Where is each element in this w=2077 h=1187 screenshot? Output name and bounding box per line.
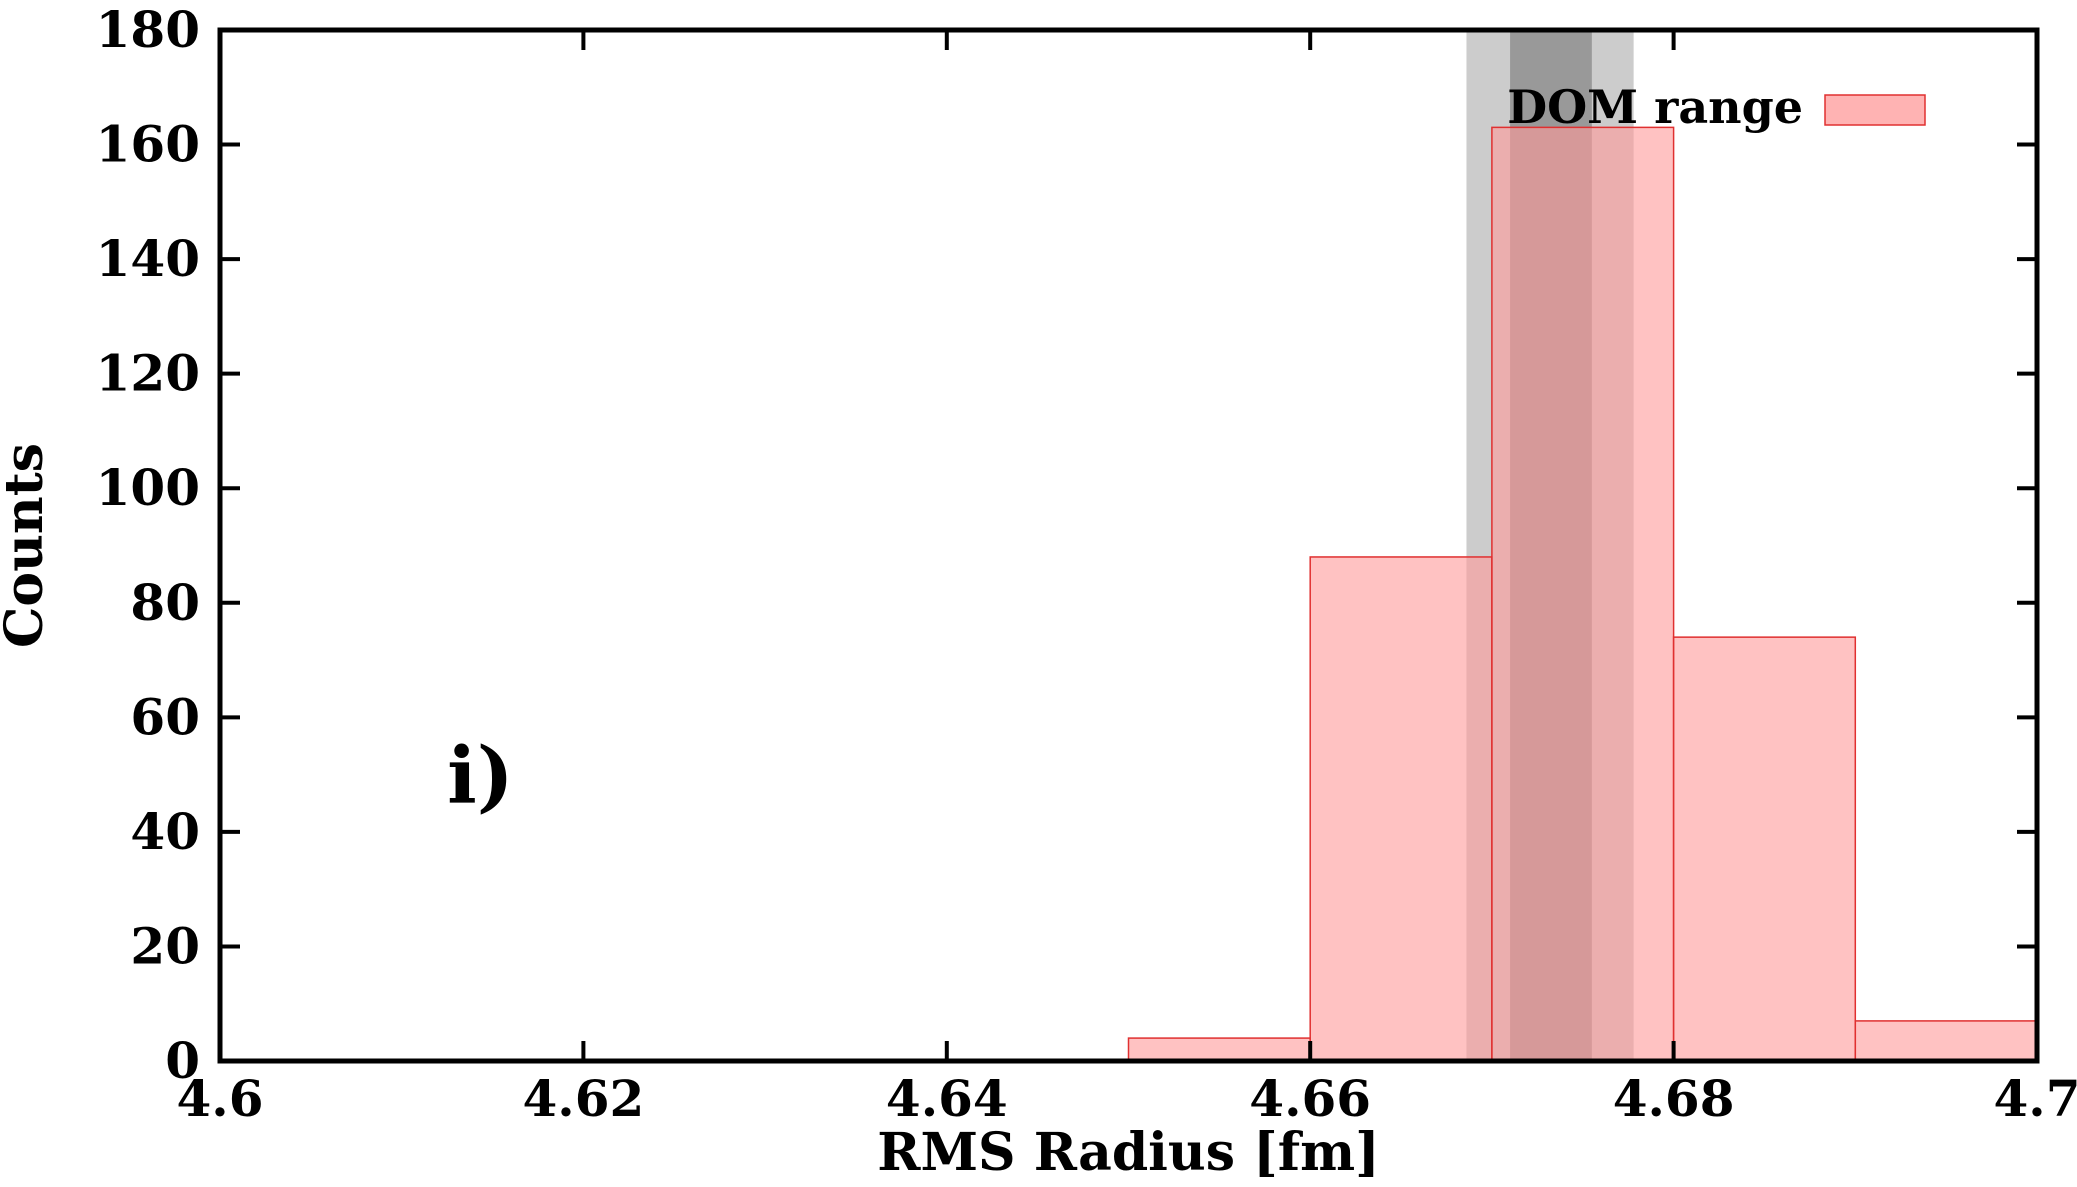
histogram-bar-4 — [1854, 1020, 2038, 1062]
axis-ticks — [218, 28, 2039, 1063]
plot-frame-border — [217, 27, 2040, 1064]
plot-frame — [217, 27, 2040, 1064]
histogram-bars — [1127, 126, 2038, 1062]
x-tick-label: 4.66 — [1249, 1069, 1371, 1128]
y-tick-label: 100 — [96, 458, 200, 517]
legend-swatch-0 — [1824, 94, 1926, 126]
y-tick-label: 180 — [96, 0, 200, 59]
y-tick-label: 0 — [165, 1031, 200, 1090]
y-tick-label: 60 — [130, 687, 200, 746]
histogram-bar-3 — [1672, 636, 1857, 1062]
y-axis-title: Counts — [0, 443, 55, 648]
histogram-bar-1 — [1309, 556, 1493, 1062]
legend-label: DOM range — [1507, 80, 1803, 134]
y-tick-label: 160 — [96, 115, 200, 174]
y-tick-label: 140 — [96, 229, 200, 288]
y-tick-label: 20 — [130, 916, 200, 975]
legend: DOM range — [1507, 80, 1926, 134]
annotations: i) — [447, 731, 514, 822]
x-tick-label: 4.6 — [177, 1069, 264, 1128]
histogram-bar-2 — [1491, 126, 1675, 1062]
x-tick-label: 4.68 — [1613, 1069, 1735, 1128]
x-tick-label: 4.64 — [886, 1069, 1008, 1128]
y-tick-label: 80 — [130, 573, 200, 632]
x-tick-label: 4.7 — [1994, 1069, 2077, 1128]
histogram-bar-0 — [1127, 1037, 1311, 1062]
y-tick-label: 40 — [130, 802, 200, 861]
y-tick-label: 120 — [96, 344, 200, 403]
x-axis-title: RMS Radius [fm] — [877, 1122, 1379, 1183]
x-tick-label: 4.62 — [523, 1069, 645, 1128]
panel-label: i) — [447, 731, 514, 822]
